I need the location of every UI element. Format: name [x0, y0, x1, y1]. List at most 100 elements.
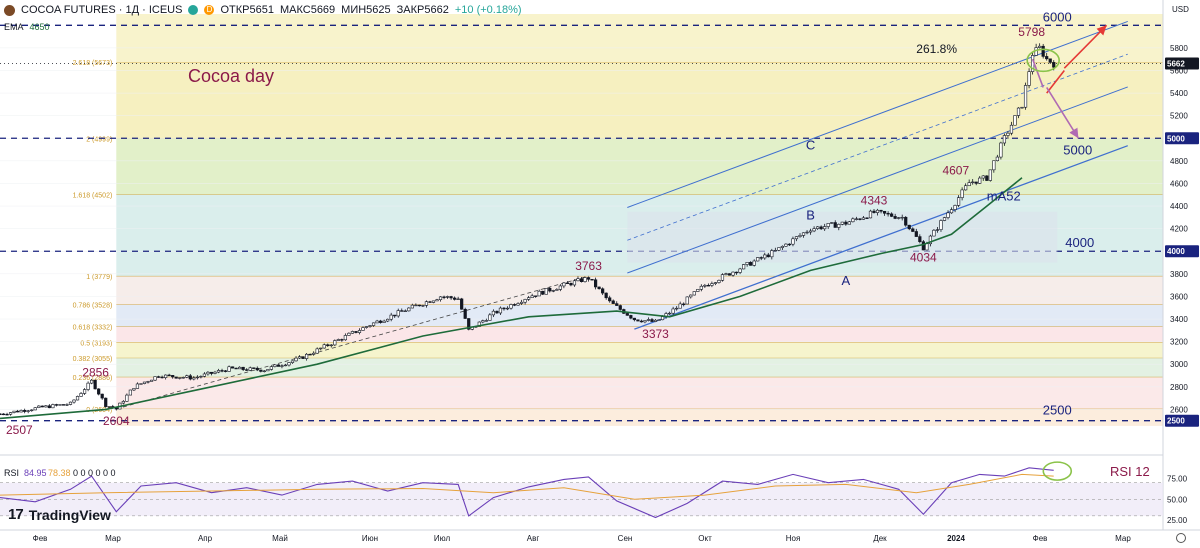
- candle: [149, 379, 154, 382]
- candle: [223, 370, 228, 372]
- fib-label: 2 (4999): [86, 136, 112, 143]
- candle: [971, 181, 975, 184]
- candle: [777, 247, 781, 251]
- arrow-down: [1046, 87, 1080, 139]
- candle: [40, 405, 44, 408]
- candle: [847, 221, 851, 225]
- ema-legend: EMA 4650: [4, 22, 50, 32]
- annotation-label: B: [806, 208, 815, 223]
- candle: [100, 393, 104, 399]
- candle: [125, 394, 129, 402]
- candle: [770, 250, 774, 258]
- price-tick-label: 5800: [1170, 44, 1188, 53]
- candle: [893, 216, 897, 219]
- candle: [290, 360, 295, 363]
- fib-label: 0.5 (3193): [80, 340, 112, 347]
- candle: [731, 271, 735, 276]
- annotation-label: 4000: [1065, 235, 1094, 250]
- candle: [86, 382, 90, 390]
- candle: [79, 393, 83, 397]
- candle: [932, 229, 936, 237]
- candle: [734, 271, 739, 274]
- candle: [421, 305, 425, 307]
- channel-mid-line: [627, 53, 1128, 241]
- candle: [164, 374, 168, 378]
- rsi-tick-label: 50.00: [1167, 495, 1188, 504]
- candle: [51, 404, 55, 409]
- channel-line: [627, 86, 1128, 274]
- candle: [460, 298, 464, 310]
- time-tick-label: Ноя: [786, 534, 801, 543]
- annotation-label: 4343: [861, 193, 888, 207]
- candle: [625, 313, 629, 316]
- price-tag: [1165, 132, 1199, 145]
- candle: [816, 226, 820, 229]
- coin-icon: [4, 4, 15, 16]
- candle: [315, 348, 319, 354]
- price-tag: [1165, 245, 1199, 258]
- candle: [562, 282, 566, 287]
- candle: [382, 320, 386, 323]
- channel-box: [627, 211, 1058, 263]
- tradingview-logo[interactable]: 17 TradingView: [8, 506, 111, 523]
- candle: [823, 226, 827, 230]
- candle: [890, 213, 894, 217]
- fib-zone: [116, 304, 1163, 327]
- candle: [583, 277, 587, 282]
- candle: [826, 223, 830, 227]
- candle: [1006, 132, 1010, 136]
- candle: [879, 209, 883, 212]
- candle: [653, 319, 658, 322]
- candle: [555, 289, 559, 291]
- candle: [787, 243, 792, 246]
- candle: [146, 381, 150, 383]
- candle: [805, 231, 809, 234]
- candle: [886, 212, 890, 215]
- candle: [868, 210, 873, 219]
- candle: [431, 300, 436, 303]
- candle: [400, 310, 404, 312]
- candle: [773, 249, 777, 252]
- fib-label: 0.618 (3332): [73, 325, 113, 332]
- symbol-title[interactable]: COCOA FUTURES · 1Д · ICEUS: [21, 4, 183, 16]
- candle: [914, 231, 918, 237]
- rsi-legend-value: 84.95: [24, 468, 47, 478]
- candle: [861, 217, 866, 220]
- annotation-label: mA52: [987, 188, 1021, 203]
- candle: [579, 278, 584, 282]
- candle: [449, 296, 453, 299]
- candle: [593, 279, 598, 288]
- fib-label: 1.618 (4502): [73, 193, 113, 200]
- candle: [749, 262, 753, 266]
- candle: [819, 226, 823, 230]
- price-tick-label: 4800: [1170, 157, 1188, 166]
- candle: [181, 377, 185, 379]
- candle: [745, 262, 749, 265]
- candle: [565, 282, 570, 284]
- arrow-up: [1063, 24, 1108, 69]
- candle: [608, 297, 612, 302]
- candle: [23, 410, 27, 412]
- rsi-highlight: [1042, 461, 1073, 481]
- candle: [238, 366, 242, 370]
- candle: [139, 383, 143, 385]
- candle: [537, 290, 541, 297]
- candle: [68, 401, 73, 405]
- annotation-label: 4607: [942, 164, 969, 178]
- candle: [882, 210, 887, 214]
- chart-title: Cocoa day: [188, 66, 274, 86]
- candle: [717, 279, 721, 283]
- candle: [921, 241, 925, 251]
- candle: [220, 370, 224, 372]
- rsi-ma-line: [0, 473, 1054, 500]
- candle: [375, 320, 379, 324]
- price-tick-label: 2600: [1170, 405, 1188, 414]
- candle: [939, 220, 943, 230]
- candle: [509, 304, 513, 309]
- candle: [234, 367, 238, 370]
- candle: [414, 304, 418, 307]
- candle: [935, 229, 940, 231]
- candle: [844, 221, 848, 225]
- rsi-legend-name: RSI: [4, 468, 19, 478]
